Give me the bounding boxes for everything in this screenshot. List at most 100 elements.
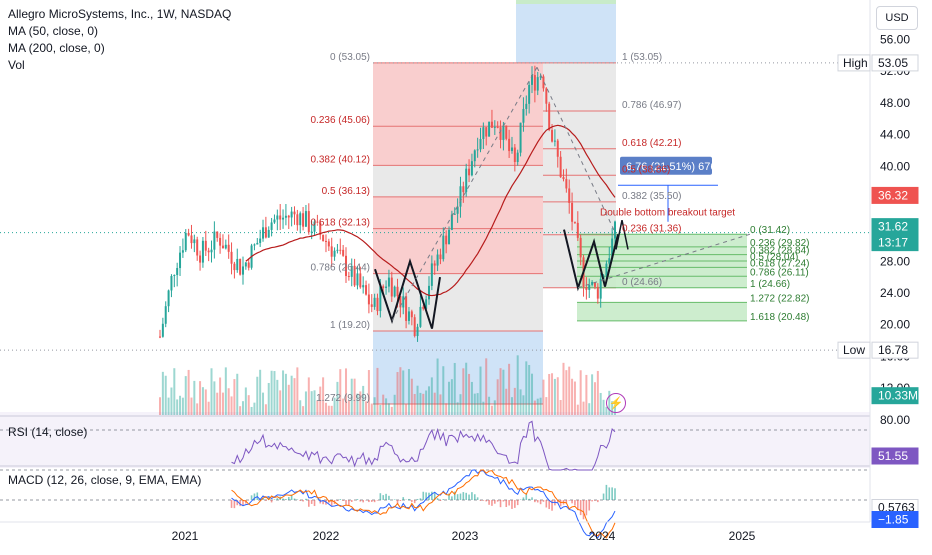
candle-body bbox=[242, 266, 244, 274]
fib-label: 1.272 (22.82) bbox=[750, 293, 810, 304]
rsi-legend[interactable]: RSI (14, close) bbox=[8, 424, 87, 441]
volume-bar bbox=[288, 385, 290, 415]
volume-bar bbox=[185, 376, 187, 415]
candle-body bbox=[371, 304, 373, 307]
macd-hist bbox=[465, 493, 467, 500]
volume-bar bbox=[345, 368, 347, 415]
price-label: 10.33M bbox=[878, 389, 918, 403]
macd-hist bbox=[274, 499, 276, 500]
volume-bar bbox=[199, 381, 201, 415]
candle-body bbox=[554, 141, 556, 142]
candle-body bbox=[219, 238, 221, 246]
candle-body bbox=[471, 161, 473, 175]
currency-button[interactable]: USD bbox=[876, 6, 918, 30]
macd-hist bbox=[611, 487, 613, 500]
volume-bar bbox=[451, 379, 453, 415]
macd-hist bbox=[305, 499, 307, 500]
volume-bar bbox=[213, 381, 215, 415]
candle-body bbox=[585, 287, 587, 290]
volume-bar bbox=[382, 395, 384, 415]
candle-body bbox=[328, 241, 330, 246]
volume-bar bbox=[222, 393, 224, 415]
volume-bar bbox=[216, 393, 218, 415]
candle-body bbox=[428, 286, 430, 299]
candle-body bbox=[256, 243, 258, 245]
candle-body bbox=[494, 127, 496, 128]
volume-bar bbox=[305, 391, 307, 415]
macd-hist bbox=[488, 500, 490, 505]
macd-hist bbox=[560, 500, 562, 506]
volume-bar bbox=[594, 382, 596, 415]
candle-body bbox=[208, 251, 210, 253]
candle-body bbox=[474, 150, 476, 161]
candle-body bbox=[305, 211, 307, 227]
macd-hist bbox=[285, 499, 287, 500]
macd-hist bbox=[402, 497, 404, 500]
volume-bar bbox=[399, 367, 401, 415]
volume-bar bbox=[591, 374, 593, 415]
ma200-legend[interactable]: MA (200, close, 0) bbox=[8, 40, 231, 57]
candle-body bbox=[342, 250, 344, 256]
volume-bar bbox=[434, 393, 436, 415]
candle-body bbox=[325, 241, 327, 242]
price-tick: 44.00 bbox=[880, 128, 910, 142]
candle-body bbox=[397, 287, 399, 296]
macd-hist bbox=[231, 500, 233, 508]
macd-hist bbox=[288, 497, 290, 500]
candle-body bbox=[508, 139, 510, 151]
macd-hist bbox=[411, 500, 413, 502]
year-tick: 2023 bbox=[452, 529, 479, 543]
macd-line bbox=[232, 470, 615, 538]
fib-label: 0.5 (36.13) bbox=[322, 186, 370, 197]
fib-zone bbox=[373, 229, 543, 274]
macd-hist bbox=[568, 500, 570, 501]
candle-body bbox=[288, 216, 290, 218]
vol-legend[interactable]: Vol bbox=[8, 57, 231, 74]
candle-body bbox=[356, 273, 358, 285]
candle-body bbox=[271, 222, 273, 230]
volume-bar bbox=[205, 389, 207, 415]
macd-hist bbox=[514, 500, 516, 508]
candle-body bbox=[411, 311, 413, 317]
volume-bar bbox=[259, 370, 261, 415]
candle-body bbox=[376, 298, 378, 311]
volume-bar bbox=[502, 370, 504, 415]
fib-label: 0.382 (35.50) bbox=[622, 191, 682, 202]
macd-hist bbox=[503, 500, 505, 502]
macd-legend[interactable]: MACD (12, 26, close, 9, EMA, EMA) bbox=[8, 472, 201, 489]
macd-hist bbox=[508, 500, 510, 505]
fib-zone-green bbox=[577, 302, 747, 321]
fib-zone bbox=[373, 63, 543, 126]
candle-body bbox=[408, 311, 410, 321]
candle-body bbox=[170, 276, 172, 290]
price-label: 31.62 bbox=[878, 220, 908, 234]
price-label: 16.78 bbox=[878, 343, 908, 357]
flash-icon[interactable]: ⚡ bbox=[606, 393, 626, 413]
macd-hist bbox=[534, 500, 536, 502]
candle-body bbox=[548, 104, 550, 130]
candle-body bbox=[382, 286, 384, 288]
symbol-title[interactable]: Allegro MicroSystems, Inc., 1W, NASDAQ bbox=[8, 6, 231, 23]
candle-body bbox=[482, 127, 484, 139]
volume-bar bbox=[291, 376, 293, 415]
candle-body bbox=[605, 264, 607, 276]
macd-hist bbox=[463, 492, 465, 500]
ma50-legend[interactable]: MA (50, close, 0) bbox=[8, 23, 231, 40]
price-tag: High bbox=[843, 56, 868, 70]
volume-bar bbox=[268, 383, 270, 415]
volume-bar bbox=[414, 394, 416, 415]
candle-body bbox=[176, 268, 178, 275]
candle-body bbox=[231, 252, 233, 264]
candle-body bbox=[248, 262, 250, 267]
candle-body bbox=[188, 233, 190, 235]
macd-hist bbox=[422, 492, 424, 500]
fib-label: 0.786 (46.97) bbox=[622, 100, 682, 111]
macd-hist bbox=[477, 497, 479, 500]
volume-bar bbox=[233, 379, 235, 415]
candle-body bbox=[179, 253, 181, 268]
macd-hist bbox=[537, 500, 539, 502]
fib-zone-green-top bbox=[516, 0, 616, 4]
macd-hist bbox=[523, 497, 525, 500]
candle-body bbox=[439, 255, 441, 260]
